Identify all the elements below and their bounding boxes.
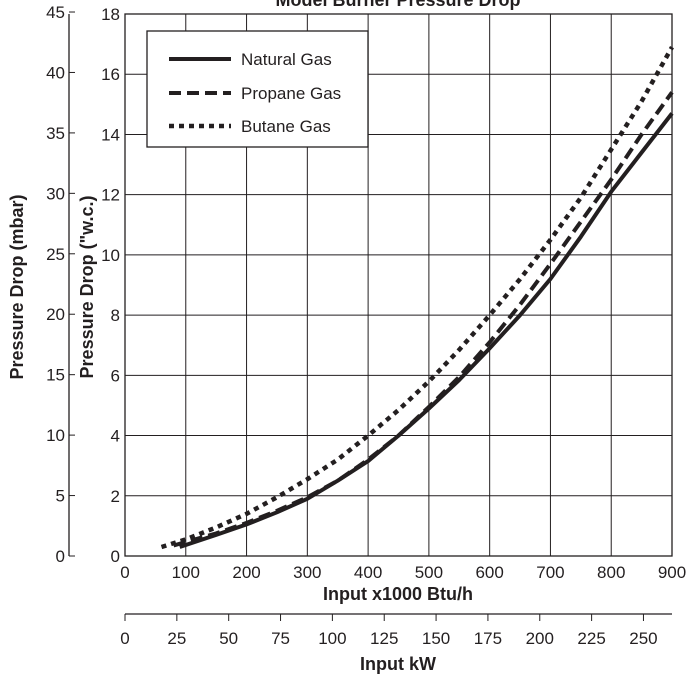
secondary-x-axis: 0 25 50 75 100 125 150 175 200 225 250 <box>120 613 672 648</box>
x2-axis-title: Input kW <box>360 654 436 674</box>
x-tick-label: 100 <box>172 563 200 582</box>
chart-title: Model Burner Pressure Drop <box>275 0 520 10</box>
y-tick-label: 2 <box>111 487 120 506</box>
x2-tick-label: 75 <box>271 629 290 648</box>
secondary-y-axis: 0 5 10 15 20 25 30 35 40 45 <box>46 3 75 566</box>
y-tick-label: 8 <box>111 306 120 325</box>
x-axis-title: Input x1000 Btu/h <box>323 584 473 604</box>
y-tick-label: 6 <box>111 366 120 385</box>
x2-tick-label: 125 <box>370 629 398 648</box>
y2-tick-label: 20 <box>46 305 65 324</box>
legend-label-propane-gas: Propane Gas <box>241 84 341 103</box>
y2-tick-label: 5 <box>56 487 65 506</box>
y2-tick-label: 25 <box>46 245 65 264</box>
x-tick-labels: 0 100 200 300 400 500 600 700 800 900 <box>120 563 686 582</box>
y2-tick-label: 45 <box>46 3 65 22</box>
x2-tick-label: 200 <box>526 629 554 648</box>
y-tick-label: 0 <box>111 547 120 566</box>
y2-tick-label: 15 <box>46 366 65 385</box>
y2-tick-label: 30 <box>46 184 65 203</box>
y-tick-label: 4 <box>111 427 120 446</box>
y2-tick-label: 0 <box>56 547 65 566</box>
x-tick-label: 400 <box>354 563 382 582</box>
y-tick-label: 12 <box>101 186 120 205</box>
x2-tick-label: 175 <box>474 629 502 648</box>
x2-tick-label: 50 <box>219 629 238 648</box>
y2-tick-label: 10 <box>46 426 65 445</box>
y2-axis-title: Pressure Drop (mbar) <box>7 194 27 379</box>
y-tick-label: 10 <box>101 246 120 265</box>
y-tick-label: 16 <box>101 65 120 84</box>
x-tick-label: 300 <box>293 563 321 582</box>
x2-tick-label: 250 <box>629 629 657 648</box>
series-lines <box>160 45 674 550</box>
legend-label-butane-gas: Butane Gas <box>241 117 331 136</box>
y2-tick-label: 35 <box>46 124 65 143</box>
y-tick-labels: 0 2 4 6 8 10 12 14 16 18 <box>101 5 120 566</box>
x-tick-label: 500 <box>415 563 443 582</box>
y2-tick-label: 40 <box>46 63 65 82</box>
x-tick-label: 900 <box>658 563 686 582</box>
series-line-natural-gas <box>179 112 674 549</box>
x2-tick-label: 150 <box>422 629 450 648</box>
axes <box>124 13 673 557</box>
x-tick-label: 200 <box>232 563 260 582</box>
x-tick-label: 0 <box>120 563 129 582</box>
x2-tick-label: 100 <box>318 629 346 648</box>
y-tick-label: 14 <box>101 125 120 144</box>
y-axis-title: Pressure Drop ("w.c.) <box>77 196 97 379</box>
legend-label-natural-gas: Natural Gas <box>241 50 332 69</box>
legend: Natural Gas Propane Gas Butane Gas <box>146 30 369 148</box>
x2-tick-label: 25 <box>167 629 186 648</box>
y-tick-label: 18 <box>101 5 120 24</box>
plot-frame <box>124 13 673 557</box>
x-tick-label: 600 <box>475 563 503 582</box>
x2-tick-label: 225 <box>577 629 605 648</box>
x2-tick-label: 0 <box>120 629 129 648</box>
x-tick-label: 700 <box>536 563 564 582</box>
x-tick-label: 800 <box>597 563 625 582</box>
series-line-propane-gas <box>173 91 674 548</box>
